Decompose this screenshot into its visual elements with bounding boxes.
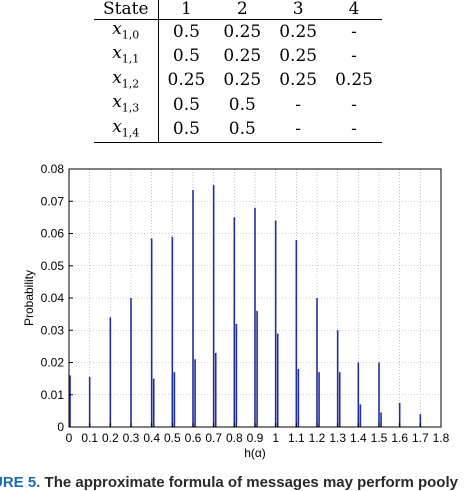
state-name: x1,1 (94, 44, 159, 69)
table-row: x1,0 0.5 0.25 0.25 - (94, 19, 382, 45)
y-tick-label: 0 (57, 420, 64, 434)
y-tick-label: 0.03 (41, 323, 65, 337)
table-row: x1,4 0.5 0.5 - - (94, 117, 382, 143)
table-cell: - (351, 21, 357, 42)
x-tick-label: 1.5 (371, 431, 388, 445)
table-cell: - (326, 117, 382, 143)
table-cell: 0.25 (279, 21, 318, 42)
table-cell: 0.25 (279, 46, 318, 67)
table-cell: 0.25 (279, 70, 318, 91)
table-row: x1,3 0.5 0.5 - - (94, 93, 382, 118)
figure-label: URE 5. (0, 474, 41, 491)
x-tick-label: 0.4 (143, 431, 160, 445)
x-tick-label: 0.1 (81, 431, 98, 445)
state-name: x1,0 (94, 19, 159, 45)
table-cell: - (270, 117, 327, 143)
table-row: x1,1 0.5 0.25 0.25 - (94, 44, 382, 69)
state-name: x1,2 (94, 68, 159, 94)
y-tick-label: 0.04 (41, 291, 65, 305)
x-tick-label: 0.9 (247, 431, 264, 445)
table-header-4: 4 (326, 0, 382, 20)
table-cell: 0.5 (172, 46, 200, 67)
state-name: x1,4 (94, 117, 159, 143)
table-cell: 0.25 (223, 21, 262, 42)
x-tick-label: 0.7 (205, 431, 222, 445)
state-name: x1,3 (94, 93, 159, 118)
table-cell: 0.5 (158, 117, 215, 143)
caption-text: The approximate formula of messages may … (44, 474, 458, 491)
x-tick-label: 0.6 (185, 431, 202, 445)
x-axis-label: h(α) (244, 446, 266, 460)
x-tick-label: 1.1 (288, 431, 305, 445)
y-tick-label: 0.08 (41, 162, 65, 176)
chart-ticks: 0 0.1 0.2 0.3 0.4 0.5 0.6 0.7 0.8 0.9 1 1.1 1.2 1.3 1.… (41, 162, 450, 445)
table-cell: 0.5 (214, 117, 271, 143)
x-tick-label: 1 (272, 431, 279, 445)
figure-caption: URE 5. The approximate formula of messag… (0, 474, 458, 491)
x-tick-label: 0.8 (226, 431, 243, 445)
x-tick-label: 0.5 (164, 431, 181, 445)
table-header-3: 3 (270, 0, 327, 20)
table-cell: 0.5 (172, 94, 200, 115)
x-tick-label: 0.2 (102, 431, 119, 445)
table-cell: 0.25 (223, 46, 262, 67)
x-tick-label: 0.3 (123, 431, 140, 445)
chart-bars (69, 185, 422, 427)
table-cell: - (351, 46, 357, 67)
table-cell: 0.25 (223, 70, 262, 91)
x-tick-label: 1.4 (350, 431, 367, 445)
table-cell: 0.25 (335, 70, 373, 91)
y-tick-label: 0.06 (41, 227, 65, 241)
table-header-2: 2 (214, 0, 271, 20)
x-tick-label: 0 (66, 431, 73, 445)
table-row: x1,2 0.25 0.25 0.25 0.25 (94, 68, 382, 94)
x-tick-label: 1.7 (412, 431, 429, 445)
y-axis-label: Probability (22, 270, 36, 326)
table-header-1: 1 (158, 0, 215, 20)
table-header-state: State (94, 0, 159, 20)
y-tick-label: 0.07 (41, 194, 65, 208)
y-tick-label: 0.05 (41, 259, 65, 273)
table-header-row: State 1 2 3 4 (94, 0, 382, 20)
table-cell: - (295, 94, 302, 115)
table-cell: 0.5 (228, 94, 256, 115)
y-tick-label: 0.01 (41, 388, 65, 402)
x-tick-label: 1.2 (309, 431, 326, 445)
table-cell: 0.5 (172, 21, 200, 42)
state-probability-table: State 1 2 3 4 x1,0 0.5 0.25 0.25 - x1,1 … (94, 0, 382, 143)
x-tick-label: 1.8 (433, 431, 450, 445)
x-tick-label: 1.6 (391, 431, 408, 445)
table-cell: 0.25 (167, 70, 206, 91)
x-tick-label: 1.3 (329, 431, 346, 445)
table-cell: - (351, 94, 357, 115)
y-tick-label: 0.02 (41, 356, 65, 370)
